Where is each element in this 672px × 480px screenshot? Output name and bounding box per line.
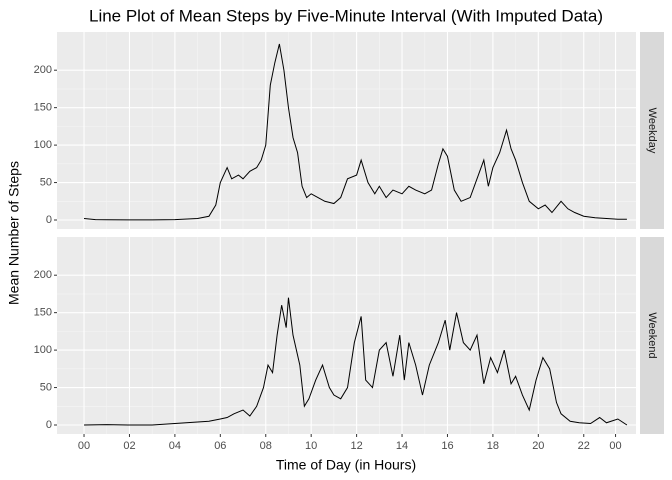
x-tick-label: 00 [78, 440, 90, 452]
y-tick-label: 0 [46, 419, 52, 431]
x-tick-label: 14 [396, 440, 408, 452]
y-tick-label: 200 [34, 269, 52, 281]
x-tick-label: 00 [609, 440, 621, 452]
x-tick-label: 22 [578, 440, 590, 452]
x-tick-label: 06 [214, 440, 226, 452]
y-tick-label: 100 [34, 344, 52, 356]
data-line [83, 43, 627, 221]
y-tick-label: 50 [40, 381, 52, 393]
y-tick-label: 50 [40, 176, 52, 188]
y-tick-label: 100 [34, 139, 52, 151]
x-tick-label: 16 [441, 440, 453, 452]
x-tick-label: 10 [305, 440, 317, 452]
panel-background [57, 237, 636, 434]
x-tick-label: 02 [123, 440, 135, 452]
facet-label: Weekend [646, 312, 658, 358]
data-line [84, 297, 628, 426]
x-tick-label: 04 [169, 440, 181, 452]
x-tick-label: 20 [532, 440, 544, 452]
x-tick-label: 18 [487, 440, 499, 452]
y-tick-label: 0 [46, 214, 52, 226]
y-tick-label: 200 [34, 64, 52, 76]
y-tick-label: 150 [34, 102, 52, 114]
chart-title: Line Plot of Mean Steps by Five-Minute I… [89, 6, 603, 25]
panel-background [57, 32, 636, 229]
y-axis-label: Mean Number of Steps [6, 161, 22, 305]
y-tick-label: 150 [34, 307, 52, 319]
facet-strip [640, 237, 664, 434]
x-tick-label: 08 [260, 440, 272, 452]
facet-label: Weekday [646, 108, 658, 154]
x-axis-label: Time of Day (in Hours) [276, 457, 416, 473]
facet-strip [640, 32, 664, 229]
x-tick-label: 12 [350, 440, 362, 452]
